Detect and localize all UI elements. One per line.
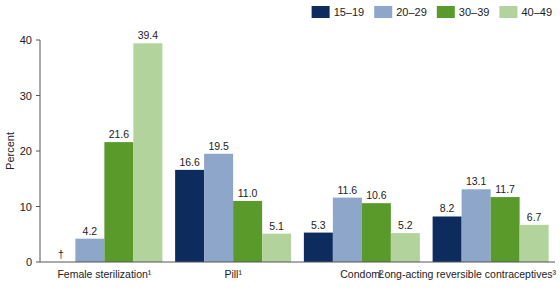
chart-container: Percent 0 10 20 30 40 † 16.6 5.3 8.2 4.2 19.5 11.6 13… [0,0,560,303]
data-label: 4.2 [83,225,98,237]
data-label: 21.6 [109,128,130,140]
legend: 15–19 20–29 30–39 40–49 [312,6,552,18]
y-axis-label: Percent [4,132,16,170]
bar [304,233,333,262]
y-tick [36,151,40,152]
legend-label: 30–39 [459,6,490,18]
data-label: 5.1 [269,220,284,232]
chart-svg: Percent 0 10 20 30 40 † 16.6 5.3 8.2 4.2 19.5 11.6 13… [0,0,560,303]
x-tick-label: Female sterilization¹ [57,268,151,280]
legend-label: 15–19 [334,6,365,18]
data-label: 39.4 [138,29,159,41]
data-label: 5.3 [311,219,326,231]
legend-swatch [374,6,392,18]
y-tick [36,40,40,41]
bar [262,234,291,262]
data-label: 11.6 [338,184,358,196]
x-tick-label: Pill¹ [224,268,242,280]
bar [333,198,362,262]
y-tick-label: 0 [26,256,32,268]
x-tick-label: Condom² [340,268,384,280]
data-label: 11.0 [238,187,258,199]
bar [433,216,462,262]
bar [133,43,162,262]
data-label: 6.7 [527,211,542,223]
data-label: 13.1 [466,175,487,187]
legend-swatch [312,6,330,18]
bar [204,154,233,262]
data-label: 11.7 [495,183,515,195]
y-tick-label: 20 [20,145,32,157]
y-tick-label: 30 [20,90,32,102]
bar [462,189,491,262]
data-label: 10.6 [366,189,387,201]
y-tick-label: 40 [20,34,32,46]
legend-swatch [437,6,455,18]
x-tick-label: Long-acting reversible contraceptives³ [379,268,557,280]
data-label: 19.5 [208,140,229,152]
data-label: 5.2 [398,219,413,231]
bar [75,239,104,262]
y-tick [36,206,40,207]
bar [104,142,133,262]
data-label: 16.6 [179,156,200,168]
legend-label: 40–49 [521,6,552,18]
legend-label: 20–29 [396,6,427,18]
data-label: † [58,248,64,260]
bar [175,170,204,262]
bar [233,201,262,262]
bar [520,225,549,262]
bar [362,203,391,262]
y-tick [36,95,40,96]
y-tick-label: 10 [20,201,32,213]
y-tick [36,262,40,263]
bars [75,43,548,262]
legend-swatch [499,6,517,18]
y-axis-line [40,40,41,262]
x-axis-line [40,262,555,263]
data-label: 8.2 [440,202,455,214]
bar [491,197,520,262]
bar [391,233,420,262]
